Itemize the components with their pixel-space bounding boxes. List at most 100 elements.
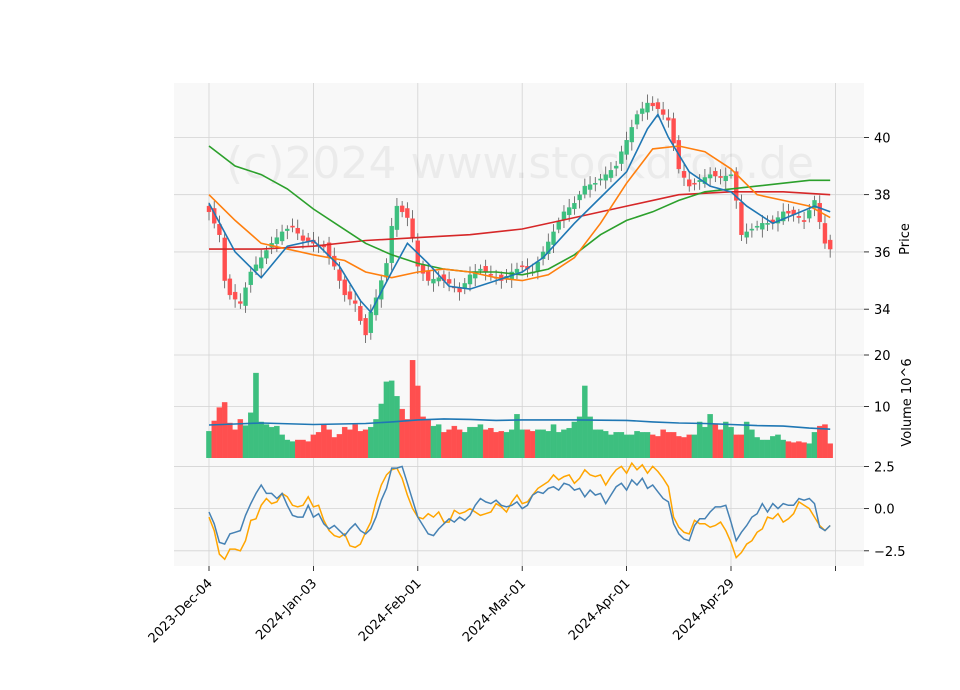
volume-bar [707,414,713,459]
volume-bar [216,407,223,459]
volume-bar [268,426,275,459]
volume-bar [274,425,280,459]
volume-bar [816,425,823,459]
candle-body [645,102,650,113]
candle [436,271,441,287]
candle-body [248,271,253,285]
candle-body [436,277,441,282]
volume-bar [529,431,536,459]
x-tick-label: 2024-Jan-03 [253,576,320,643]
candle [634,110,640,130]
candle-body [561,211,567,221]
candle [227,274,233,300]
candle [754,220,760,231]
candle [608,162,614,183]
candle [624,131,629,160]
volume-bar [811,432,818,459]
candle-body [337,269,342,281]
candle-body [582,185,588,195]
candle-body [681,171,687,178]
oscillator-line-orange [208,461,831,561]
volume-bar [827,443,833,459]
volume-bar [451,425,458,459]
volume-bar [801,442,807,459]
candle-body [660,109,666,115]
candle-body [483,266,488,273]
volume-bar [592,429,599,459]
volume-bar [509,429,515,459]
candle-body [514,268,520,273]
candle-body [786,210,791,214]
candle-body [713,170,718,177]
volume-bar [702,426,708,459]
volume-bar [488,427,494,459]
candle-body [358,306,363,321]
oscillator-panel-background [174,458,864,566]
candle [645,94,650,120]
candle-body [765,223,770,225]
candle-body [760,223,765,230]
candle-body [274,237,280,244]
candle [765,215,770,231]
volume-bar [456,429,463,459]
volume-bar [315,432,322,459]
volume-bar [248,412,254,459]
oscillator-ytick-label: 0.0 [874,503,895,518]
volume-bar [613,432,619,459]
volume-bar [571,421,578,459]
candle-body [822,223,828,244]
candle-body [520,265,525,268]
candle-body [467,274,473,285]
candle [478,264,483,275]
candle [822,215,828,249]
volume-bar [300,439,306,459]
candle-body [352,300,358,304]
x-tick-label: 2023-Dec-04 [146,576,216,646]
volume-bar [644,432,651,459]
volume-bar [352,424,358,459]
volume-bar [415,385,421,459]
candle [446,271,452,292]
volume-bar [289,441,296,459]
candle [796,208,802,224]
volume-bar [263,424,270,459]
volume-ytick-label: 20 [874,349,891,364]
volume-bar [555,432,562,459]
candle-body [556,221,561,230]
volume-bar [759,439,766,459]
volume-bar [341,426,348,459]
candle-body [342,279,347,296]
volume-bar [472,426,478,459]
volume-bar [566,427,572,459]
volume-bar [681,437,687,459]
volume-bar [634,431,640,459]
volume-bar [435,424,442,459]
volume-bar [790,442,797,459]
volume-bar [743,421,750,459]
volume-bar [404,419,411,459]
candle-body [572,203,577,210]
volume-bar [347,429,353,459]
candle [259,249,264,277]
volume-bar [373,419,379,459]
candle-body [295,227,300,234]
candle-body [723,175,728,182]
price-ytick-label: 36 [874,246,891,261]
volume-bar [780,439,786,459]
volume-bar [467,426,473,459]
x-tick-label: 2024-Mar-01 [460,576,529,645]
candle [546,233,551,261]
candle-body [707,174,713,179]
candle-body [222,237,227,281]
candle [358,299,363,325]
volume-bar [582,385,588,459]
candle [514,262,520,279]
price-panel-background [174,83,864,355]
volume-bar [331,437,338,459]
candle [598,174,603,186]
price-panel: 34 36 38 40 (c)2024 www.stockdrop.de Price [174,83,913,355]
candle [650,96,655,111]
candle [405,202,410,227]
candle-body [781,211,786,222]
volume-bar [420,416,426,459]
